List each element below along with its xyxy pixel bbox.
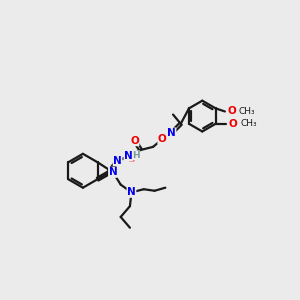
Text: CH₃: CH₃ — [240, 119, 257, 128]
Text: O: O — [126, 154, 135, 164]
Text: O: O — [158, 134, 167, 144]
Text: N: N — [167, 128, 176, 138]
Text: N: N — [124, 151, 133, 161]
Text: H: H — [132, 151, 140, 160]
Text: N: N — [109, 167, 117, 177]
Text: CH₃: CH₃ — [239, 107, 255, 116]
Text: O: O — [227, 106, 236, 116]
Text: N: N — [127, 187, 136, 197]
Text: O: O — [130, 136, 139, 146]
Text: O: O — [229, 119, 238, 129]
Text: N: N — [113, 156, 122, 166]
